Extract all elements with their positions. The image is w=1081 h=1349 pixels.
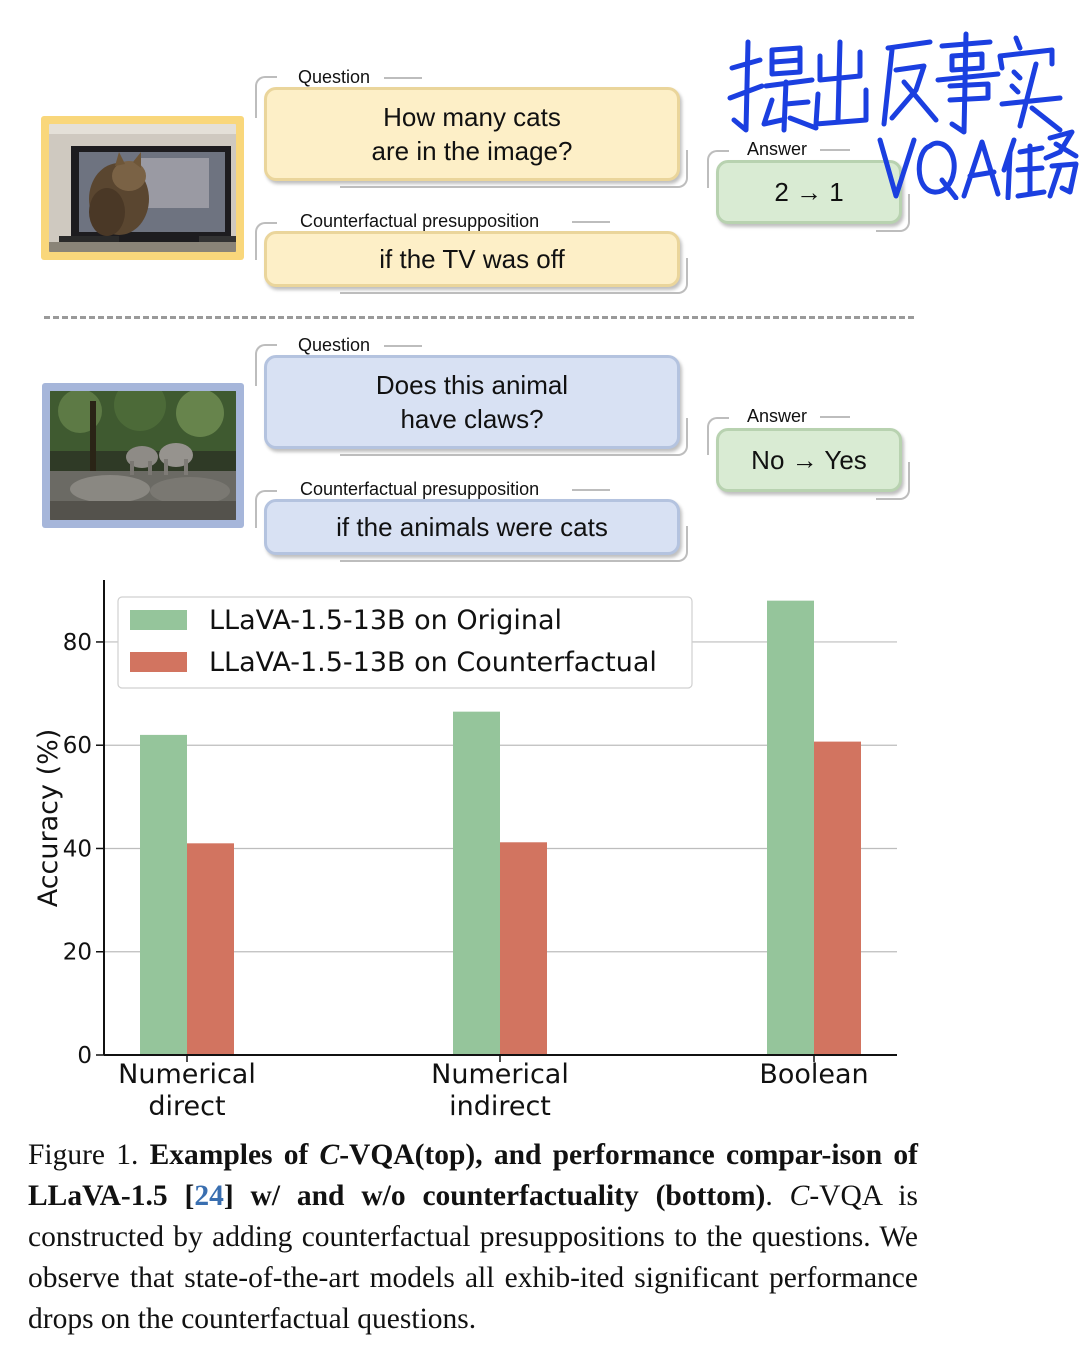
caption-prefix: Figure 1. (28, 1139, 139, 1171)
bar-counterfactual-2 (814, 741, 861, 1055)
example-1-image (41, 116, 244, 260)
label-rule (820, 416, 850, 418)
presupposition-box: if the animals were cats (264, 499, 680, 555)
bar-original-2 (767, 600, 814, 1055)
answer-bracket-bottom (876, 462, 910, 500)
answer-bracket (707, 150, 729, 188)
answer-bracket (707, 417, 729, 455)
bar-original-0 (140, 734, 187, 1055)
citation-link[interactable]: 24 (194, 1180, 224, 1212)
bars (140, 600, 861, 1055)
caption-rest-1: . (765, 1180, 790, 1212)
answer-bracket-bottom (876, 194, 910, 232)
legend: LLaVA-1.5-13B on Original LLaVA-1.5-13B o… (117, 596, 693, 689)
figure-caption: Figure 1. Examples of C-VQA(top), and pe… (28, 1135, 918, 1340)
label-rule (572, 221, 610, 223)
label-rule (384, 77, 422, 79)
y-axis-label: Accuracy (%) (33, 729, 64, 908)
example-2-image (42, 383, 244, 528)
presupposition-label: Counterfactual presupposition (297, 211, 543, 231)
label-rule (572, 489, 610, 491)
y-tick-label: 40 (63, 836, 92, 862)
presupposition-bracket-bottom (340, 258, 688, 294)
question-label: Question (295, 335, 374, 355)
legend-swatch (130, 610, 187, 630)
x-tick-labels: Numerical direct Numerical indirect Boolean (118, 1055, 869, 1122)
answer-label: Answer (744, 406, 811, 426)
legend-frame (117, 596, 693, 689)
caption-italic: C (789, 1180, 810, 1212)
accuracy-bar-chart: 0 20 40 60 80 Numerical direct Numerical indire… (33, 580, 897, 1122)
question-bracket (255, 344, 277, 386)
bar-counterfactual-1 (500, 842, 547, 1055)
legend-swatch (130, 652, 187, 672)
caption-bold-italic: C (319, 1139, 340, 1171)
caption-bold-2: -VQA(top), and performance compar-ison o… (28, 1139, 919, 1212)
question-bracket (255, 76, 277, 118)
legend-label: LLaVA-1.5-13B on Original (209, 605, 562, 636)
presupposition-bracket (255, 490, 277, 528)
x-tick-label: Numerical direct (118, 1059, 256, 1122)
caption-rest-2: -VQA is constructed by adding counterfac… (28, 1180, 918, 1335)
y-tick-label: 60 (63, 733, 92, 759)
answer-box: 2 → 1 (716, 160, 902, 224)
bar-counterfactual-0 (187, 843, 234, 1055)
question-box: Does this animal have claws? (264, 355, 680, 449)
x-tick-label: Numerical indirect (431, 1059, 569, 1122)
label-rule (384, 345, 422, 347)
bar-original-1 (453, 711, 500, 1055)
label-rule (820, 149, 850, 151)
question-box: How many cats are in the image? (264, 87, 680, 181)
y-tick-label: 80 (63, 630, 92, 656)
caption-bold-3: ] w/ and w/o counterfactuality (bottom) (223, 1180, 766, 1212)
presupposition-label: Counterfactual presupposition (297, 479, 543, 499)
x-tick-label: Boolean (759, 1059, 868, 1090)
question-label: Question (295, 67, 374, 87)
question-bracket-bottom (340, 150, 688, 188)
presupposition-bracket (255, 222, 277, 260)
section-divider (44, 316, 914, 319)
y-tick-label: 0 (77, 1043, 92, 1069)
caption-bold-1: Examples of (149, 1139, 320, 1171)
answer-box: No → Yes (716, 428, 902, 492)
presupposition-bracket-bottom (340, 526, 688, 562)
handwritten-note (720, 20, 1080, 205)
y-tick-labels: 0 20 40 60 80 (63, 630, 104, 1069)
legend-label: LLaVA-1.5-13B on Counterfactual (209, 647, 657, 678)
presupposition-box: if the TV was off (264, 231, 680, 287)
y-tick-label: 20 (63, 940, 92, 966)
answer-label: Answer (744, 139, 811, 159)
question-bracket-bottom (340, 418, 688, 456)
